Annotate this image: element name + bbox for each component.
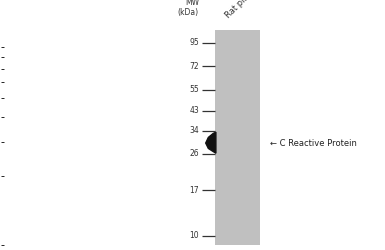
Bar <box>215 30 260 245</box>
Text: 26: 26 <box>189 150 199 158</box>
Text: MW
(kDa): MW (kDa) <box>178 0 199 17</box>
Text: Rat plasma: Rat plasma <box>224 0 264 20</box>
Text: 95: 95 <box>189 38 199 47</box>
Text: 10: 10 <box>189 232 199 240</box>
Text: ← C Reactive Protein: ← C Reactive Protein <box>270 138 357 147</box>
Text: 17: 17 <box>189 186 199 195</box>
Text: 72: 72 <box>189 62 199 71</box>
Text: 43: 43 <box>189 106 199 115</box>
Text: 34: 34 <box>189 126 199 135</box>
Polygon shape <box>206 132 216 153</box>
Text: 55: 55 <box>189 85 199 94</box>
